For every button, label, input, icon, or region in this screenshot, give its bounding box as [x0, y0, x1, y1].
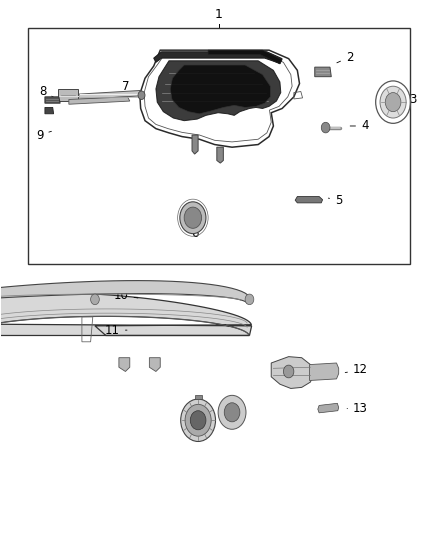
Polygon shape: [192, 135, 198, 154]
Circle shape: [190, 411, 206, 430]
Polygon shape: [154, 52, 282, 63]
Polygon shape: [69, 97, 130, 104]
Polygon shape: [170, 65, 270, 114]
Polygon shape: [58, 90, 78, 101]
Polygon shape: [318, 403, 339, 413]
Circle shape: [224, 403, 240, 422]
Polygon shape: [295, 197, 322, 203]
Text: 11: 11: [105, 324, 127, 337]
Circle shape: [185, 405, 211, 436]
Text: 12: 12: [345, 364, 368, 376]
Text: 2: 2: [337, 51, 353, 63]
Text: 3: 3: [399, 93, 417, 106]
Text: 14: 14: [187, 429, 202, 442]
Circle shape: [283, 365, 294, 378]
Circle shape: [380, 86, 406, 118]
Circle shape: [138, 91, 145, 100]
Polygon shape: [315, 67, 331, 77]
Polygon shape: [119, 358, 130, 372]
Circle shape: [245, 294, 254, 305]
Text: 10: 10: [113, 289, 138, 302]
Text: 7: 7: [122, 80, 132, 94]
Polygon shape: [271, 357, 314, 389]
Polygon shape: [0, 280, 250, 304]
Circle shape: [321, 122, 330, 133]
Text: 5: 5: [328, 193, 343, 207]
Polygon shape: [194, 395, 201, 399]
Polygon shape: [45, 108, 53, 114]
Polygon shape: [310, 363, 339, 381]
Polygon shape: [45, 97, 60, 103]
Polygon shape: [0, 293, 252, 335]
Circle shape: [385, 93, 401, 112]
Circle shape: [180, 202, 206, 233]
Circle shape: [184, 207, 201, 228]
Circle shape: [181, 399, 215, 441]
Text: 13: 13: [347, 402, 368, 415]
Text: 4: 4: [350, 119, 368, 133]
Text: 1: 1: [215, 8, 223, 21]
Text: 9: 9: [36, 128, 51, 141]
Polygon shape: [208, 50, 282, 64]
Polygon shape: [78, 91, 143, 100]
Circle shape: [218, 395, 246, 429]
Text: 8: 8: [39, 85, 56, 98]
Polygon shape: [156, 61, 281, 120]
Bar: [28, 28, 410, 264]
Circle shape: [91, 294, 99, 305]
Polygon shape: [149, 358, 160, 372]
Polygon shape: [217, 147, 223, 163]
Text: 6: 6: [191, 223, 199, 240]
